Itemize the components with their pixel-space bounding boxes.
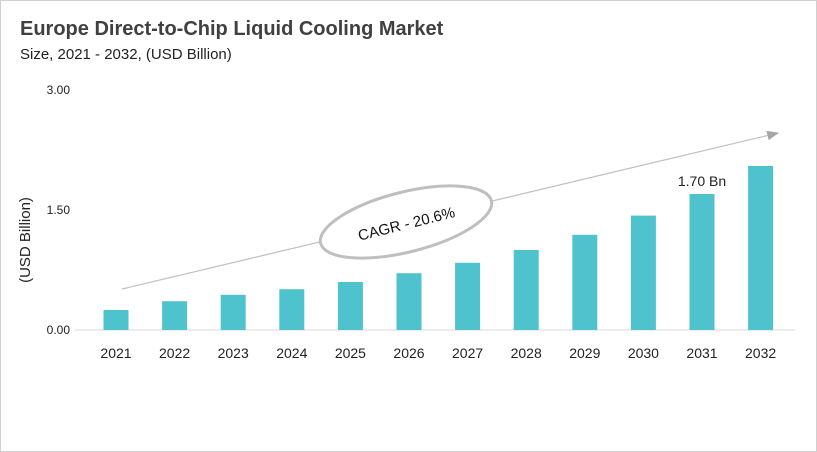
- x-tick-label: 2023: [218, 345, 249, 361]
- bar-2027: [455, 262, 481, 330]
- bar-2030: [630, 215, 656, 330]
- bar-2026: [396, 273, 422, 330]
- x-tick-label: 2026: [393, 345, 424, 361]
- bar-2028: [513, 250, 539, 330]
- bar-2021: [103, 310, 129, 330]
- y-tick-label: 3.00: [47, 83, 71, 97]
- x-tick-label: 2024: [276, 345, 307, 361]
- x-tick-label: 2028: [511, 345, 542, 361]
- bar-2023: [220, 294, 246, 330]
- bar-2024: [279, 289, 305, 330]
- y-axis-label: (USD Billion): [17, 197, 34, 283]
- x-tick-label: 2032: [745, 345, 776, 361]
- bar-data-label: 1.70 Bn: [678, 173, 726, 189]
- y-tick-label: 1.50: [47, 203, 71, 217]
- bar-2029: [572, 234, 598, 330]
- x-tick-label: 2031: [686, 345, 717, 361]
- x-tick-label: 2022: [159, 345, 190, 361]
- bar-2022: [162, 301, 188, 330]
- bar-2031: [689, 194, 715, 330]
- y-tick-label: 0.00: [47, 323, 71, 337]
- x-tick-label: 2021: [100, 345, 131, 361]
- x-tick-label: 2025: [335, 345, 366, 361]
- x-tick-label: 2027: [452, 345, 483, 361]
- x-tick-label: 2029: [569, 345, 600, 361]
- bar-2032: [748, 166, 774, 330]
- bar-2025: [337, 282, 363, 330]
- x-tick-label: 2030: [628, 345, 659, 361]
- chart-title: Europe Direct-to-Chip Liquid Cooling Mar…: [20, 18, 444, 40]
- cagr-ellipse: [318, 184, 494, 260]
- chart-subtitle: Size, 2021 - 2032, (USD Billion): [20, 46, 232, 63]
